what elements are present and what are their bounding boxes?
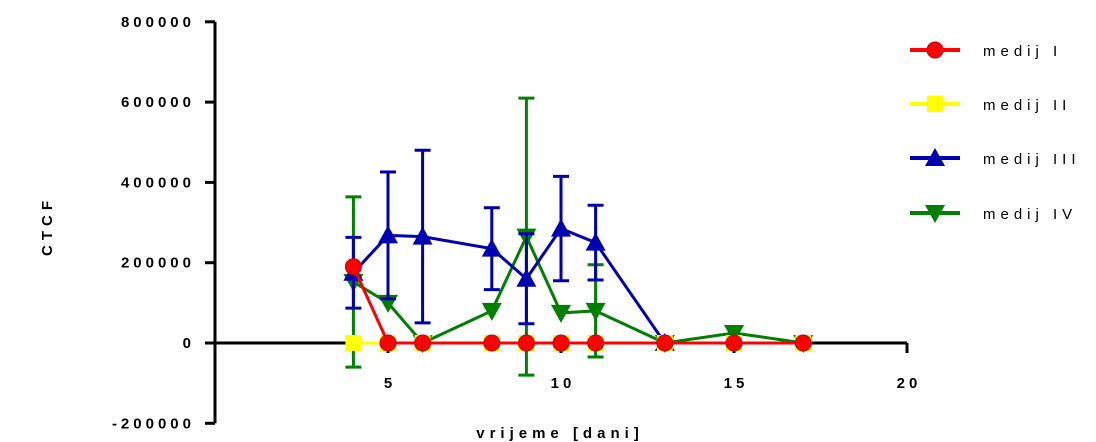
- legend-swatch-marker: [925, 205, 945, 223]
- y-tick-label: 200000: [121, 255, 195, 272]
- legend-item-4: medij IV: [910, 205, 1077, 223]
- y-tick-label: 600000: [121, 94, 195, 111]
- legend-item-3: medij III: [910, 148, 1081, 168]
- x-tick-label: 20: [897, 375, 922, 392]
- x-tick-label: 15: [724, 375, 749, 392]
- data-point: [481, 238, 502, 257]
- legend-label: medij I: [983, 43, 1062, 60]
- legend-swatch-marker: [925, 148, 945, 166]
- x-ticks: 5 10 15 20: [384, 343, 922, 392]
- legend-swatch-marker: [927, 96, 943, 112]
- data-point: [345, 335, 362, 351]
- data-point: [551, 304, 571, 323]
- data-point: [516, 268, 537, 287]
- series-3: [343, 148, 675, 351]
- y-ticks: -200000 0 200000 400000 600000 800000: [112, 14, 215, 432]
- data-point: [585, 232, 606, 251]
- data-point: [517, 334, 535, 352]
- legend-item-1: medij I: [910, 41, 1062, 60]
- legend-label: medij IV: [983, 206, 1077, 223]
- legend: medij I medij II medij III medij IV: [910, 41, 1081, 223]
- y-tick-label: -200000: [112, 415, 195, 432]
- data-point: [378, 225, 398, 244]
- data-point: [552, 334, 570, 352]
- y-tick-label: 400000: [121, 174, 195, 191]
- x-tick-label: 5: [384, 375, 396, 392]
- data-point: [725, 334, 743, 352]
- series-line: [352, 226, 667, 344]
- data-point: [481, 302, 502, 321]
- data-point: [587, 334, 605, 352]
- data-point: [379, 334, 397, 352]
- y-tick-label: 800000: [121, 14, 195, 31]
- y-axis-title: CTCF: [39, 196, 56, 256]
- data-point: [412, 226, 433, 245]
- data-point: [585, 302, 606, 321]
- data-point: [344, 258, 362, 276]
- data-point: [551, 218, 571, 237]
- data-point: [483, 334, 501, 352]
- x-tick-label: 10: [551, 375, 576, 392]
- legend-label: medij II: [983, 97, 1071, 114]
- data-point: [794, 334, 812, 352]
- legend-item-2: medij II: [910, 96, 1071, 114]
- y-tick-label: 0: [183, 335, 195, 352]
- legend-swatch-marker: [926, 41, 944, 59]
- series-1: [344, 258, 812, 352]
- legend-label: medij III: [983, 151, 1081, 168]
- series-line: [352, 266, 804, 345]
- series-line: [352, 233, 804, 345]
- data-point: [724, 324, 744, 343]
- series-layer: [343, 96, 814, 377]
- x-axis-title: vrijeme [dani]: [476, 425, 644, 442]
- data-point: [656, 334, 674, 352]
- data-point: [414, 334, 432, 352]
